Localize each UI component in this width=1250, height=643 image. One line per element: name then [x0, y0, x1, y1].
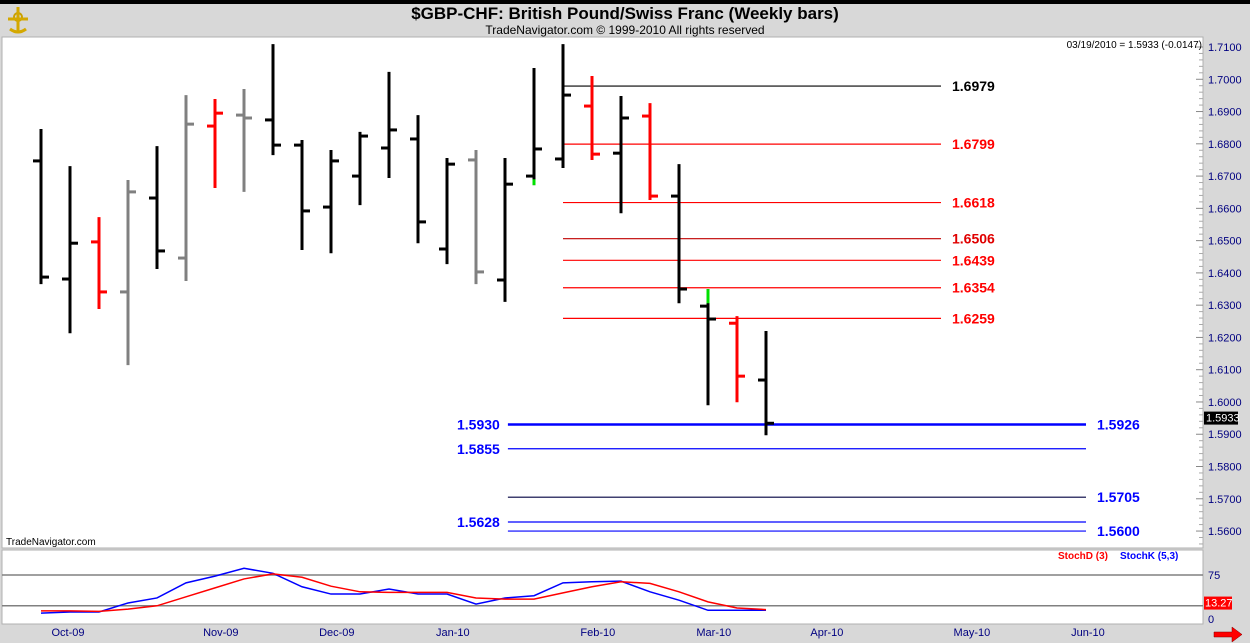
level-label: 1.6354 [952, 280, 995, 296]
level-label: 1.5855 [457, 441, 500, 457]
last-quote-text: 03/19/2010 = 1.5933 (-0.0147) [1067, 40, 1202, 51]
y-tick-label: 1.6700 [1208, 171, 1242, 183]
y-tick-label: 1.5600 [1208, 526, 1242, 538]
level-label: 1.5705 [1097, 489, 1140, 505]
y-tick-label: 1.6600 [1208, 203, 1242, 215]
level-label: 1.6618 [952, 195, 995, 211]
level-label: 1.6439 [952, 252, 995, 268]
current-price-label: 1.5933 [1206, 413, 1240, 425]
stoch-tick-label: 75 [1208, 570, 1220, 582]
stoch-line-d [41, 573, 767, 613]
level-label: 1.5926 [1097, 417, 1140, 433]
y-tick-label: 1.6500 [1208, 236, 1242, 248]
x-axis-date-label: May-10 [954, 627, 991, 639]
scroll-right-arrow-icon[interactable] [1213, 626, 1243, 643]
x-axis-date-label: Apr-10 [810, 627, 843, 639]
y-tick-label: 1.5700 [1208, 494, 1242, 506]
x-axis-date-label: Oct-09 [51, 627, 84, 639]
x-axis-date-label: Feb-10 [580, 627, 615, 639]
stoch-tick-label: 0 [1208, 614, 1214, 626]
x-axis-date-label: Nov-09 [203, 627, 238, 639]
x-axis-date-label: Dec-09 [319, 627, 354, 639]
y-tick-label: 1.5900 [1208, 429, 1242, 441]
level-label: 1.5600 [1097, 523, 1140, 539]
legend-stochk: StochK (5,3) [1120, 551, 1178, 562]
y-tick-label: 1.7100 [1208, 42, 1242, 54]
stoch-value-label: 13.27 [1205, 598, 1233, 610]
price-panel[interactable] [1, 36, 1204, 549]
chart-title: $GBP-CHF: British Pound/Swiss Franc (Wee… [411, 4, 839, 23]
level-label: 1.6259 [952, 310, 995, 326]
x-axis-date-label: Jun-10 [1071, 627, 1105, 639]
y-tick-label: 1.5800 [1208, 462, 1242, 474]
y-tick-label: 1.6900 [1208, 107, 1242, 119]
y-tick-label: 1.7000 [1208, 74, 1242, 86]
stoch-value-tag [1204, 596, 1232, 610]
window-top-border [0, 0, 1250, 4]
x-axis-date-label: Mar-10 [696, 627, 731, 639]
level-label: 1.5930 [457, 417, 500, 433]
y-tick-label: 1.6400 [1208, 268, 1242, 280]
y-tick-label: 1.6200 [1208, 332, 1242, 344]
y-tick-label: 1.6000 [1208, 397, 1242, 409]
x-axis-date-label: Jan-10 [436, 627, 470, 639]
legend-stochd: StochD (3) [1058, 551, 1108, 562]
watermark-text: TradeNavigator.com [6, 537, 96, 548]
y-tick-label: 1.6300 [1208, 300, 1242, 312]
trade-navigator-logo-icon[interactable] [4, 5, 32, 35]
level-label: 1.6799 [952, 136, 995, 152]
current-price-tag [1204, 411, 1238, 425]
level-label: 1.6506 [952, 231, 995, 247]
level-label: 1.6979 [952, 78, 995, 94]
stoch-line-k [40, 567, 766, 614]
level-label: 1.5628 [457, 514, 500, 530]
stochastic-panel[interactable] [1, 549, 1204, 625]
copyright-text: TradeNavigator.com © 1999-2010 All right… [485, 23, 765, 37]
y-tick-label: 1.6800 [1208, 139, 1242, 151]
y-tick-label: 1.6100 [1208, 365, 1242, 377]
